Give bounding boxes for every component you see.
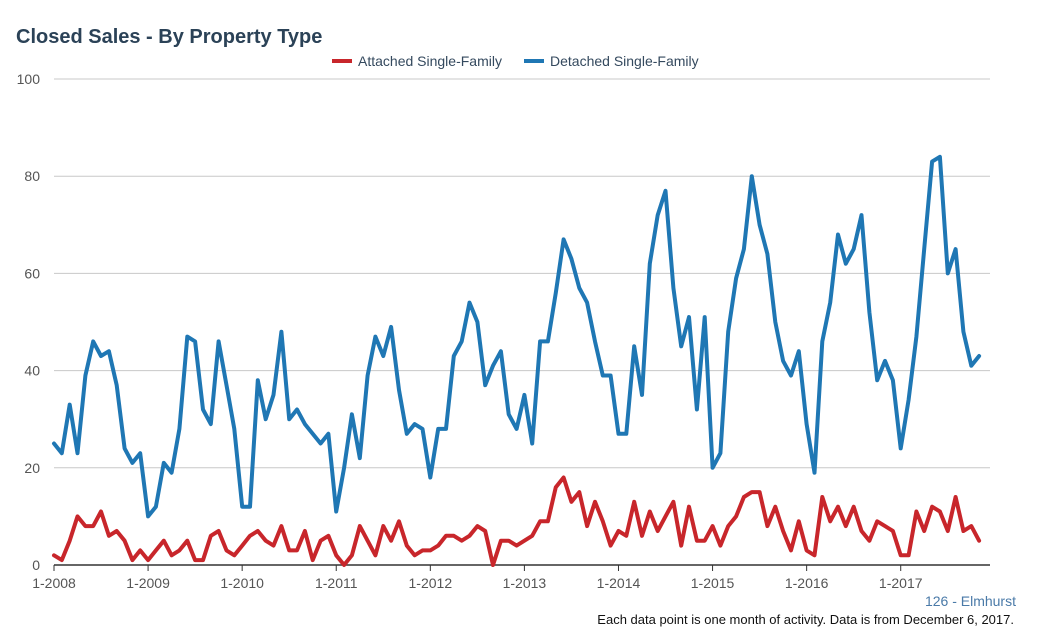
series-line-detached: [52, 154, 982, 519]
footer-note: Each data point is one month of activity…: [597, 612, 1014, 627]
legend: Attached Single-Family Detached Single-F…: [0, 53, 1039, 73]
x-tick-label: 1-2011: [315, 575, 358, 591]
x-tick-label: 1-2015: [691, 575, 735, 591]
y-tick-label: 80: [24, 168, 40, 184]
x-tick-label: 1-2009: [126, 575, 170, 591]
legend-item-attached[interactable]: Attached Single-Family: [332, 53, 502, 69]
y-tick-label: 0: [32, 557, 40, 573]
x-tick-label: 1-2012: [409, 575, 453, 591]
x-tick-label: 1-2010: [220, 575, 264, 591]
y-tick-label: 20: [24, 460, 40, 476]
legend-label-detached: Detached Single-Family: [550, 53, 699, 69]
legend-label-attached: Attached Single-Family: [358, 53, 502, 69]
chart-title: Closed Sales - By Property Type: [16, 26, 323, 48]
legend-item-detached[interactable]: Detached Single-Family: [524, 53, 699, 69]
y-tick-label: 40: [24, 363, 40, 379]
legend-swatch-detached: [524, 59, 544, 63]
x-tick-label: 1-2014: [597, 575, 641, 591]
legend-swatch-attached: [332, 59, 352, 63]
x-tick-label: 1-2013: [503, 575, 547, 591]
x-tick-label: 1-2016: [785, 575, 829, 591]
series-line-attached: [52, 475, 982, 567]
x-tick-label: 1-2008: [32, 575, 76, 591]
x-tick-label: 1-2017: [879, 575, 923, 591]
footer-location: 126 - Elmhurst: [924, 593, 1016, 609]
y-tick-label: 60: [24, 265, 40, 281]
y-tick-label: 100: [17, 71, 41, 87]
